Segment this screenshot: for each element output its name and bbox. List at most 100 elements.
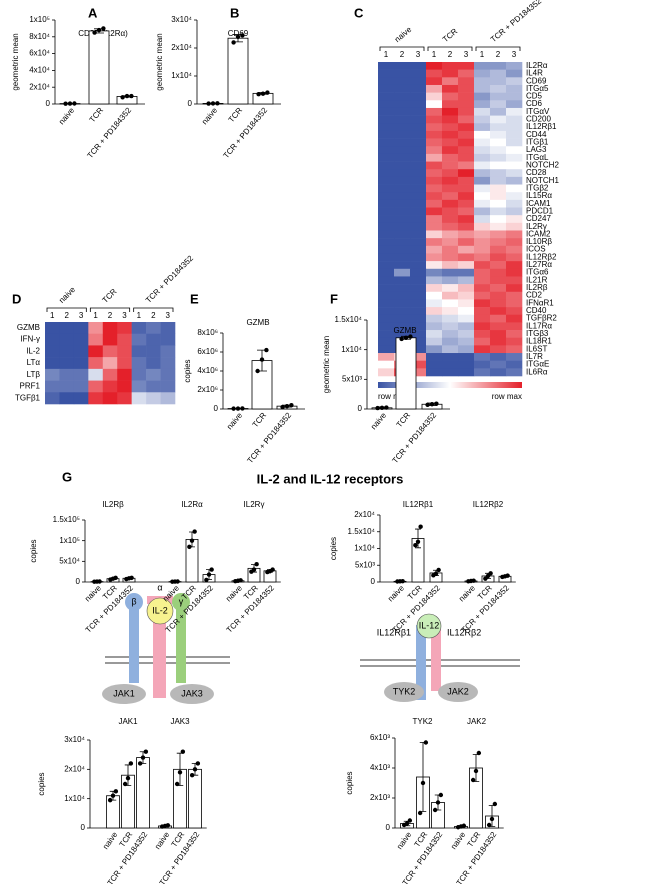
data-point [189,538,195,543]
heatmap-cell [394,245,411,254]
heatmap-cell [410,77,427,86]
data-point [96,27,102,33]
bar [136,757,150,829]
heatmap-cell [394,330,411,339]
heatmap-cell [442,245,459,254]
heatmap-cell [394,123,411,132]
heatmap-cell [131,345,147,358]
heatmap-cell [410,62,427,70]
heatmap-cell [458,84,475,93]
heatmap-cell [490,276,507,285]
heatmap-cell [442,314,459,323]
data-point [231,406,236,411]
heatmap-cell [442,353,459,361]
y-tick-label: 2x10⁴ [64,764,85,773]
heatmap-cell [73,357,89,370]
heatmap-cell [442,130,459,139]
heatmap-cell [458,215,475,224]
heatmap-cell [378,337,395,346]
row-label: ICAM1 [526,199,551,208]
y-tick-label: 2x10⁴ [171,43,192,52]
data-point [417,810,423,816]
heatmap-cell [378,77,395,86]
bar [188,768,202,829]
heatmap-cell [410,345,427,354]
heatmap-cell [426,176,443,185]
data-point [375,405,380,411]
chart-title: CD69 [228,29,249,38]
heatmap-cell [474,337,491,346]
heatmap-cell [474,107,491,116]
heatmap-cell [426,192,443,201]
panel-letter: D [12,291,21,306]
heatmap-cell [458,245,475,254]
heatmap-cell [506,322,523,331]
data-point [195,761,201,766]
heatmap-cell [410,69,427,78]
heatmap-cell [378,138,395,147]
diagram-label: TYK2 [393,686,416,696]
heatmap-cell [59,368,75,381]
y-tick-label: 5x10³ [342,374,362,383]
section-title: IL-2 and IL-12 receptors [257,471,404,486]
heatmap-cell [506,314,523,323]
data-point [432,807,438,813]
data-point [476,750,482,756]
group-bracket [89,307,131,312]
heatmap-cell [458,353,475,361]
data-point [256,92,261,97]
heatmap-cell [458,77,475,86]
heatmap-cell [426,253,443,262]
diagram-label: γ [179,596,184,606]
row-label: IL2Rα [526,61,548,70]
group-label: IL2Rβ [102,500,124,509]
heatmap-cell [442,176,459,185]
heatmap-cell [458,207,475,216]
heatmap-cell [506,192,523,201]
heatmap-cell [410,261,427,270]
receptor-beta-head [125,593,143,611]
data-point [235,34,241,39]
heatmap-cell [442,261,459,270]
heatmap-cell [410,192,427,201]
row-label: IL12Rβ1 [526,122,557,131]
heatmap-cell [131,357,147,370]
heatmap-cell [426,153,443,162]
heatmap-cell [394,215,411,224]
heatmap-cell [474,115,491,124]
data-point [280,404,285,410]
y-tick-label: 1.5x10⁴ [348,527,376,536]
heatmap-cell [442,330,459,339]
heatmap-cell [394,153,411,162]
heatmap-cell [146,392,161,405]
heatmap-cell [378,253,395,262]
heatmap-cell [59,357,75,370]
data-point [206,572,212,577]
heatmap-cell [410,207,427,216]
heatmap-cell [442,69,459,78]
heatmap-cell [117,357,132,370]
data-point [140,755,146,760]
heatmap-cell [160,368,176,381]
heatmap-cell [474,368,491,377]
group-bracket [46,307,87,312]
panel-letter: G [62,469,72,484]
receptor [431,625,441,691]
group-label: JAK1 [118,717,138,726]
heatmap-cell [410,115,427,124]
y-axis-label: geometric mean [155,33,164,90]
heatmap-cell [458,123,475,132]
heatmap-cell [474,253,491,262]
heatmap-cell [45,333,60,346]
x-tick-label: naive [449,830,468,851]
heatmap-cell [378,115,395,124]
heatmap-cell [442,146,459,155]
heatmap-cell [410,169,427,178]
data-point [289,403,294,408]
heatmap-cell [490,245,507,254]
color-scale-label: row max [492,392,522,401]
heatmap-cell [394,291,411,300]
heatmap-cell [410,84,427,93]
heatmap-cell [490,153,507,162]
data-point [240,33,245,38]
